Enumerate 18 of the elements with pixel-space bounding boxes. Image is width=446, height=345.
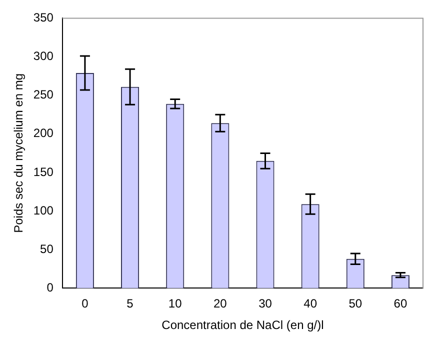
- y-axis-title: Poids sec du mycelium en mg: [12, 73, 26, 233]
- y-tick-label: 0: [46, 280, 54, 295]
- y-tick-label: 300: [33, 49, 54, 64]
- x-tick-label: 60: [394, 296, 408, 311]
- y-tick-label: 350: [33, 10, 54, 25]
- x-tick-label: 0: [82, 296, 89, 311]
- x-tick-label: 20: [213, 296, 228, 311]
- x-tick-label: 5: [126, 296, 134, 311]
- y-tick-label: 150: [33, 164, 54, 179]
- y-tick-label: 100: [33, 203, 54, 218]
- y-tick-label: 50: [40, 242, 54, 256]
- x-axis-title: Concentration de NaCl (en g/)l: [162, 318, 324, 332]
- x-tick-label: 50: [348, 296, 362, 311]
- y-tick-label: 250: [33, 88, 54, 102]
- x-tick-label: 40: [304, 296, 318, 311]
- x-tick-label: 30: [258, 296, 272, 311]
- y-tick-label: 200: [33, 126, 54, 140]
- x-tick-label: 10: [168, 296, 182, 311]
